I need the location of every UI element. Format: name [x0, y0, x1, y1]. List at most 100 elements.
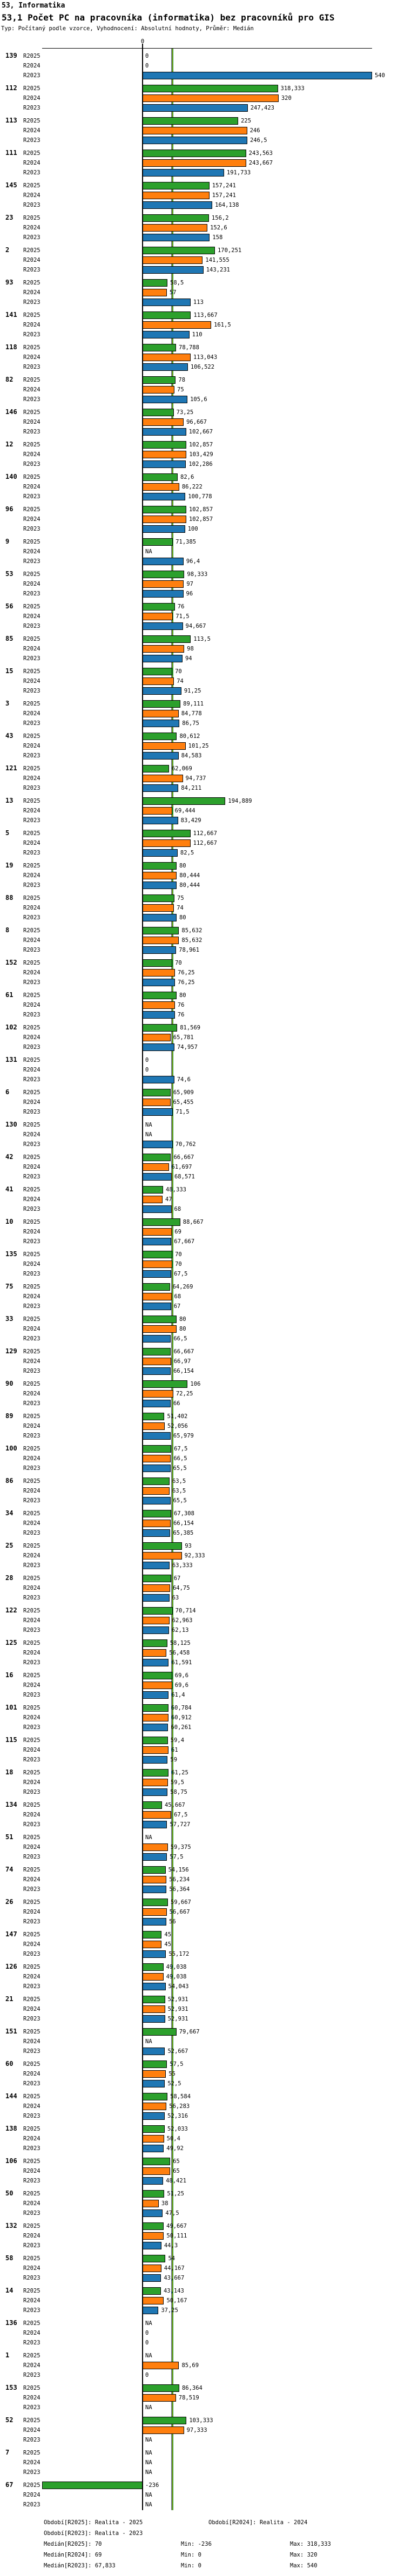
bar-r2024 [143, 710, 179, 717]
bar-r2023 [143, 1724, 168, 1731]
year-label: R2023 [23, 1530, 40, 1536]
group-id-label: 1 [5, 2351, 10, 2359]
value-label: 66,154 [173, 1520, 194, 1527]
group-id-label: 145 [5, 181, 17, 189]
year-label: R2024 [23, 1196, 40, 1203]
value-label: 51,402 [167, 1413, 188, 1420]
bar-r2025 [143, 1899, 168, 1906]
bar-r2023 [143, 849, 178, 857]
bar-r2025 [143, 700, 181, 708]
value-label: 93 [185, 1543, 192, 1549]
year-label: R2025 [23, 182, 40, 189]
bar-r2024 [143, 775, 183, 782]
value-label: 58,75 [170, 1789, 187, 1795]
year-label: R2023 [23, 1919, 40, 1925]
group-id-label: 122 [5, 1606, 17, 1614]
bar-r2025 [143, 441, 186, 449]
group-id-label: 102 [5, 1023, 17, 1031]
bar-r2024 [143, 1908, 167, 1916]
year-label: R2024 [23, 2136, 40, 2142]
year-label: R2025 [23, 1543, 40, 1549]
year-label: R2025 [23, 2191, 40, 2197]
year-label: R2025 [23, 312, 40, 318]
value-label: 320 [281, 95, 292, 101]
year-label: R2023 [23, 1497, 40, 1504]
bar-r2025 [143, 117, 239, 125]
group-id-label: 75 [5, 1283, 14, 1290]
value-label: 94 [185, 655, 192, 662]
year-label: R2025 [23, 118, 40, 124]
year-label: R2024 [23, 678, 40, 684]
year-label: R2024 [23, 2006, 40, 2012]
value-label: 98 [187, 646, 194, 652]
year-label: R2023 [23, 1627, 40, 1633]
year-label: R2023 [23, 234, 40, 241]
value-label: 84,583 [181, 753, 202, 759]
bar-r2025 [143, 279, 168, 287]
bar-r2025 [143, 1154, 171, 1161]
year-label: R2025 [23, 2255, 40, 2262]
year-label: R2025 [23, 215, 40, 221]
year-label: R2025 [23, 1348, 40, 1355]
group-id-label: 126 [5, 1963, 17, 1970]
group-id-label: 82 [5, 376, 14, 383]
bar-r2024 [143, 742, 186, 750]
value-label: 78,961 [179, 947, 200, 953]
year-label: R2025 [23, 1284, 40, 1290]
year-label: R2023 [23, 2372, 40, 2378]
value-label: 52,667 [167, 2048, 188, 2055]
year-label: R2023 [23, 429, 40, 435]
value-label: 61,591 [171, 1659, 192, 1666]
year-label: R2023 [23, 105, 40, 111]
bar-r2023 [143, 817, 178, 824]
group-id-label: 8 [5, 926, 10, 934]
value-label: 78,788 [179, 344, 199, 351]
year-label: R2025 [23, 247, 40, 254]
value-label: 70,714 [175, 1608, 196, 1614]
bar-r2023 [143, 914, 177, 921]
bar-r2024 [143, 418, 184, 426]
value-label: 113 [193, 299, 204, 306]
value-label: 56,364 [169, 1886, 190, 1893]
group-id-label: 34 [5, 1509, 14, 1517]
year-label: R2025 [23, 1899, 40, 1906]
year-label: R2024 [23, 225, 40, 231]
value-label: 158 [212, 234, 223, 241]
value-label: 247,423 [250, 105, 274, 111]
x-axis-top-line [42, 48, 372, 49]
bar-r2024 [143, 516, 186, 523]
value-label: 59,375 [170, 1844, 191, 1850]
bar-r2023 [143, 299, 191, 306]
value-label: 52,931 [167, 1996, 188, 2003]
bar-r2025 [143, 344, 176, 351]
value-label: 103,429 [189, 451, 213, 458]
value-label: NA [145, 1122, 152, 1128]
bar-r2024 [143, 1973, 164, 1981]
year-label: R2025 [23, 1187, 40, 1193]
year-label: R2023 [23, 817, 40, 824]
group-id-label: 16 [5, 1671, 14, 1679]
bar-r2024 [143, 645, 185, 653]
bar-r2025 [143, 1380, 188, 1388]
value-label: 56,458 [169, 1650, 190, 1656]
value-label: 62,13 [171, 1627, 189, 1633]
value-label: 61 [171, 1747, 178, 1753]
bar-r2023 [143, 1497, 171, 1504]
year-label: R2024 [23, 127, 40, 134]
value-label: 59,5 [170, 1779, 185, 1786]
year-label: R2023 [23, 364, 40, 370]
value-label: 67 [173, 1575, 181, 1582]
group-id-label: 106 [5, 2157, 17, 2165]
year-label: R2023 [23, 623, 40, 629]
bar-r2024 [143, 1487, 170, 1495]
chart-subtitle: Typ: Počítaný podle vzorce, Vyhodnocení:… [1, 25, 254, 32]
value-label: 96,4 [186, 558, 200, 565]
value-label: 48,421 [166, 2178, 187, 2184]
bar-r2025 [143, 635, 191, 643]
value-label: NA [145, 2353, 152, 2359]
value-label: NA [145, 2450, 152, 2456]
value-label: 70 [175, 668, 182, 675]
value-label: 64,75 [172, 1585, 190, 1591]
group-id-label: 139 [5, 52, 17, 59]
value-label: 102,857 [188, 442, 213, 448]
